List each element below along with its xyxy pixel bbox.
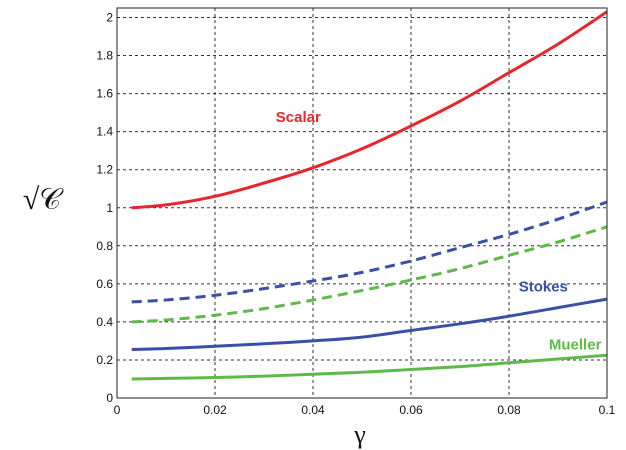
- series-label-scalar: Scalar: [276, 109, 321, 126]
- series-label-stokes: Stokes: [519, 278, 568, 295]
- y-tick-label: 0.8: [96, 239, 113, 253]
- x-axis-title: γ: [353, 420, 366, 449]
- series-line-scalar: [131, 10, 608, 210]
- y-tick-label: 1.2: [96, 163, 113, 177]
- series-line-stokes: [131, 297, 608, 351]
- x-tick-label: 0.04: [301, 403, 325, 417]
- series-line-2-dashed: [131, 225, 608, 324]
- plot-frame: [116, 7, 608, 399]
- series-lines: [131, 10, 608, 381]
- series-line-mueller: [131, 353, 608, 381]
- y-tick-label: 0.2: [96, 353, 113, 367]
- x-tick-label: 0.1: [599, 403, 616, 417]
- y-tick-label: 0.6: [96, 277, 113, 291]
- y-tick-label: 1.6: [96, 87, 113, 101]
- series-line-1-dashed: [131, 200, 608, 304]
- x-tick-label: 0.06: [399, 403, 423, 417]
- y-axis-ticks: 0 0.2 0.4 0.6 0.8 1 1.2 1.4 1.6 1.8 2: [96, 11, 113, 405]
- y-tick-label: 0: [106, 391, 113, 405]
- x-tick-label: 0: [114, 403, 121, 417]
- y-tick-label: 0.4: [96, 315, 113, 329]
- x-tick-label: 0.08: [497, 403, 521, 417]
- x-axis-ticks: 0 0.02 0.04 0.06 0.08 0.1: [114, 403, 616, 417]
- y-tick-label: 1: [106, 201, 113, 215]
- series-label-mueller: Mueller: [549, 336, 602, 353]
- y-axis-title: √𝒞: [23, 183, 64, 216]
- series-labels: Scalar Stokes Mueller: [276, 109, 602, 353]
- y-tick-label: 1.4: [96, 125, 113, 139]
- grid: [116, 8, 608, 399]
- y-tick-label: 1.8: [96, 49, 113, 63]
- x-tick-label: 0.02: [203, 403, 227, 417]
- y-tick-label: 2: [106, 11, 113, 25]
